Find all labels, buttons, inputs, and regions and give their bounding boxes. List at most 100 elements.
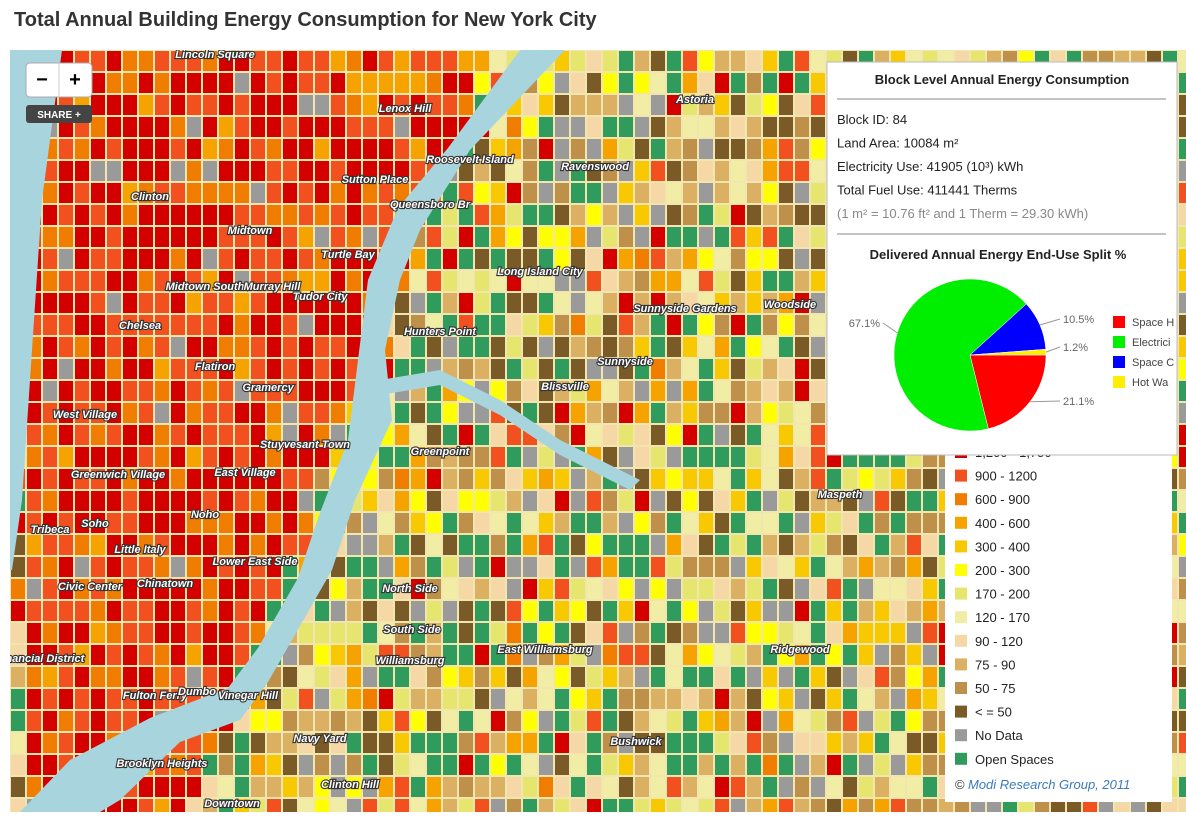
map-block bbox=[603, 271, 617, 291]
map-block bbox=[443, 315, 457, 335]
map-block bbox=[603, 95, 617, 115]
map-block bbox=[43, 205, 57, 225]
map-block bbox=[811, 117, 825, 137]
map-block bbox=[379, 689, 393, 709]
map-block bbox=[267, 711, 281, 731]
map-label: Dumbo bbox=[178, 686, 216, 698]
map-block bbox=[395, 667, 409, 687]
map-block bbox=[795, 557, 809, 577]
credit-link[interactable]: Modi Research Group, 2011 bbox=[968, 777, 1130, 792]
map-block bbox=[747, 425, 761, 445]
map-block bbox=[667, 271, 681, 291]
map-block bbox=[379, 447, 393, 467]
map-block bbox=[539, 337, 553, 357]
map-block bbox=[667, 623, 681, 643]
map-block bbox=[539, 205, 553, 225]
map-block bbox=[379, 95, 393, 115]
zoom-in[interactable]: + bbox=[69, 69, 81, 91]
map-block bbox=[11, 755, 25, 775]
map-block bbox=[635, 513, 649, 533]
map-block bbox=[651, 601, 665, 621]
map-block bbox=[891, 733, 905, 753]
map-block bbox=[891, 711, 905, 731]
map-block bbox=[331, 623, 345, 643]
map-block bbox=[331, 645, 345, 665]
map-block bbox=[1067, 799, 1081, 812]
share-button[interactable]: SHARE + bbox=[37, 110, 81, 121]
map-block bbox=[731, 117, 745, 137]
map-block bbox=[795, 183, 809, 203]
map-block bbox=[299, 425, 313, 445]
map-block bbox=[315, 139, 329, 159]
map-label: Blissville bbox=[541, 381, 589, 393]
map-block bbox=[171, 557, 185, 577]
map-block bbox=[1179, 535, 1186, 555]
map-block bbox=[683, 447, 697, 467]
map-block bbox=[507, 117, 521, 137]
map-block bbox=[187, 623, 201, 643]
map-block bbox=[523, 777, 537, 797]
zoom-out[interactable]: − bbox=[36, 69, 48, 91]
map-block bbox=[795, 513, 809, 533]
map-block bbox=[331, 337, 345, 357]
map-block bbox=[619, 623, 633, 643]
map-block bbox=[155, 337, 169, 357]
map-block bbox=[491, 513, 505, 533]
map-block bbox=[667, 777, 681, 797]
map-label: Flatiron bbox=[195, 361, 236, 373]
map-block bbox=[219, 601, 233, 621]
map-block bbox=[379, 139, 393, 159]
map-block bbox=[651, 381, 665, 401]
map-block bbox=[75, 315, 89, 335]
map-block bbox=[155, 513, 169, 533]
map-block bbox=[331, 183, 345, 203]
map-block bbox=[1179, 777, 1186, 797]
map-block bbox=[411, 139, 425, 159]
map-block bbox=[123, 491, 137, 511]
map-block bbox=[123, 447, 137, 467]
map-block bbox=[875, 645, 889, 665]
map-block bbox=[299, 381, 313, 401]
map-block bbox=[251, 513, 265, 533]
map-block bbox=[747, 359, 761, 379]
map-block bbox=[923, 469, 937, 489]
map-block bbox=[475, 601, 489, 621]
map-block bbox=[299, 799, 313, 812]
map-block bbox=[299, 227, 313, 247]
map-block bbox=[683, 513, 697, 533]
zoom-controls: − + SHARE + bbox=[25, 62, 93, 123]
map-block bbox=[171, 205, 185, 225]
map-block bbox=[875, 601, 889, 621]
map-block bbox=[123, 205, 137, 225]
map-block bbox=[779, 381, 793, 401]
map-block bbox=[411, 315, 425, 335]
pie-value-label: 67.1% bbox=[849, 318, 880, 330]
map-block bbox=[843, 579, 857, 599]
map-block bbox=[43, 601, 57, 621]
map-block bbox=[283, 183, 297, 203]
map-block bbox=[507, 183, 521, 203]
map-block bbox=[571, 491, 585, 511]
map-block bbox=[731, 733, 745, 753]
map-block bbox=[587, 183, 601, 203]
map-block bbox=[107, 183, 121, 203]
map-block bbox=[507, 381, 521, 401]
map-block bbox=[411, 117, 425, 137]
map-block bbox=[555, 557, 569, 577]
map-block bbox=[411, 733, 425, 753]
map-block bbox=[475, 403, 489, 423]
map-block bbox=[219, 733, 233, 753]
map-label: Navy Yard bbox=[293, 733, 346, 745]
map-block bbox=[347, 183, 361, 203]
map-block bbox=[411, 645, 425, 665]
map-block bbox=[283, 139, 297, 159]
map-block bbox=[43, 425, 57, 445]
map-block bbox=[91, 51, 105, 71]
map-block bbox=[1179, 51, 1186, 71]
map-block bbox=[139, 513, 153, 533]
map-block bbox=[875, 799, 889, 812]
map-block bbox=[347, 667, 361, 687]
map-block bbox=[315, 601, 329, 621]
map-block bbox=[571, 337, 585, 357]
map-block bbox=[235, 513, 249, 533]
